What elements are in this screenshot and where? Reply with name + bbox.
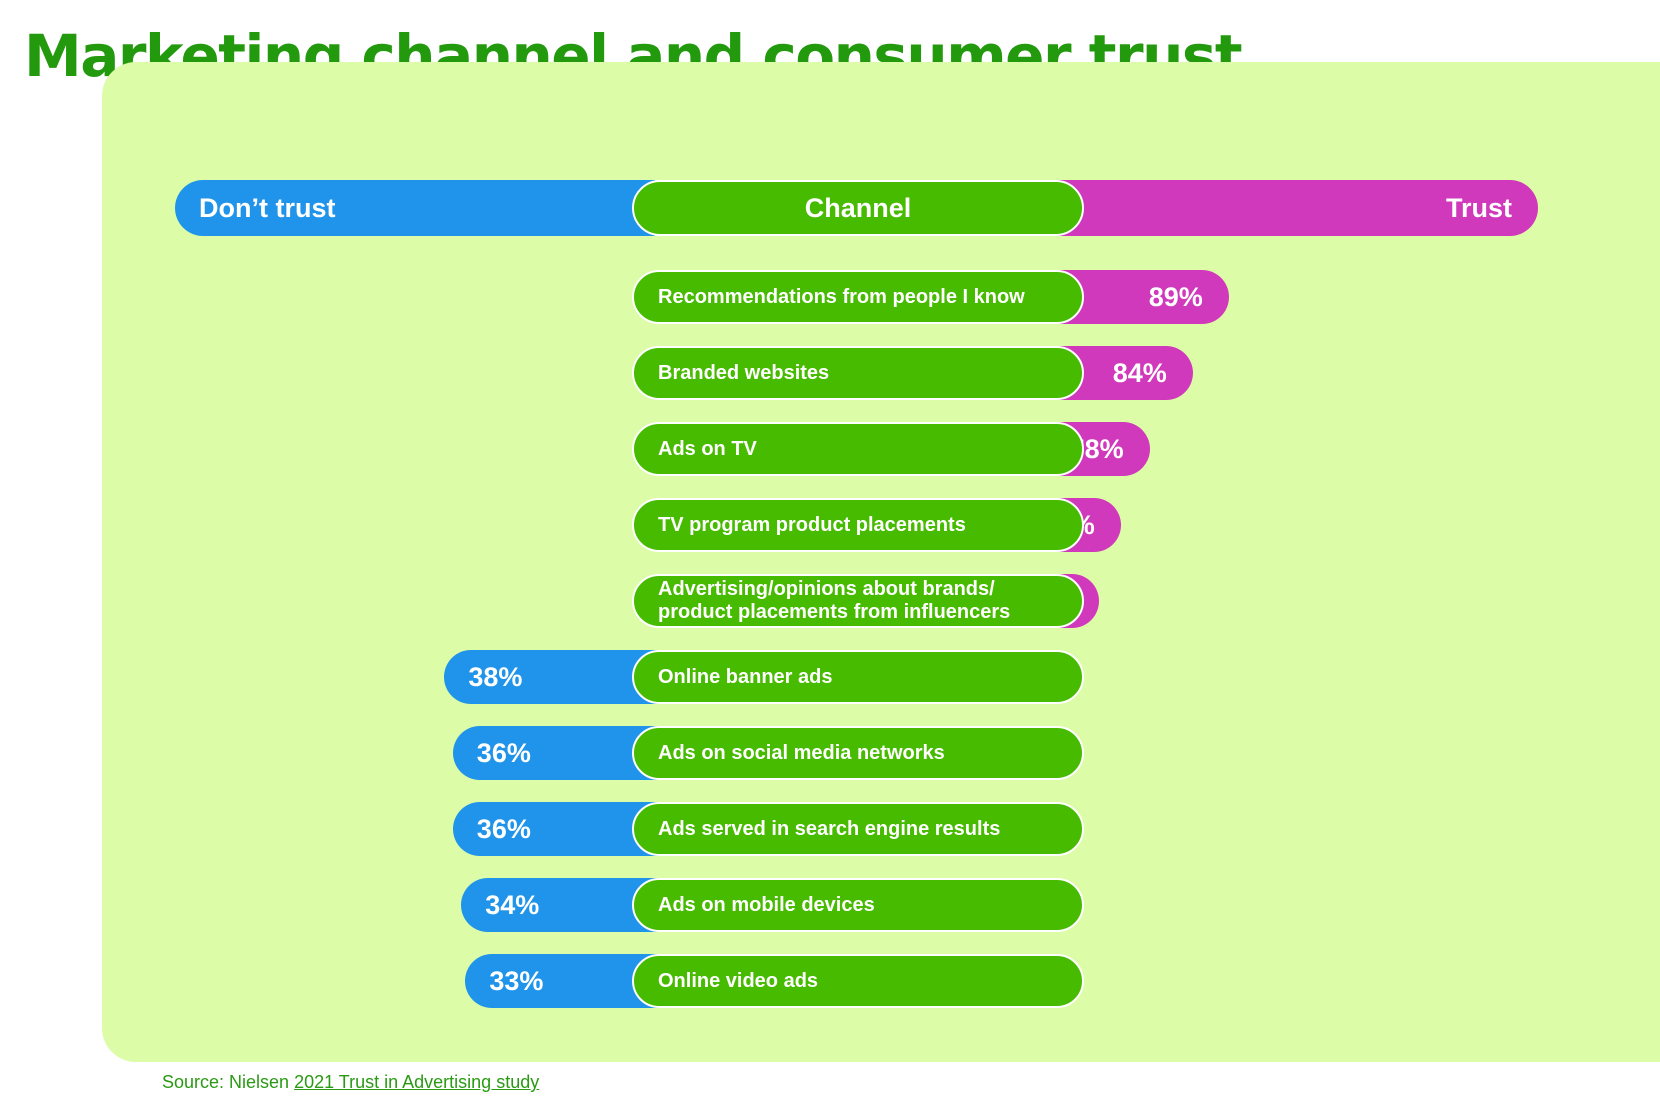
channel-pill-ads-on-tv: Ads on TV — [632, 422, 1084, 476]
source-note: Source: Nielsen 2021 Trust in Advertisin… — [162, 1072, 539, 1093]
dont-trust-bar-ads-on-social-media-networks: 36% — [452, 726, 666, 780]
channel-label-ads-served-in-search-engine-results: Ads served in search engine results — [658, 817, 1001, 840]
channel-pill-recommendations-from-people-i-know: Recommendations from people I know — [632, 270, 1084, 324]
value-label-branded-websites: 84% — [1112, 357, 1167, 388]
channel-label-ads-on-tv: Ads on TV — [658, 437, 757, 460]
channel-label-ads-on-social-media-networks: Ads on social media networks — [658, 741, 945, 764]
channel-pill-ads-on-mobile-devices: Ads on mobile devices — [632, 878, 1084, 932]
channel-label-ads-on-mobile-devices: Ads on mobile devices — [658, 893, 875, 916]
dont-trust-bar-online-banner-ads: 38% — [444, 650, 666, 704]
channel-label-advertising-opinions-about-brands-product-placements-from-influencers: Advertising/opinions about brands/produc… — [658, 578, 1011, 623]
channel-pill-ads-on-social-media-networks: Ads on social media networks — [632, 726, 1084, 780]
channel-pill-tv-program-product-placements: TV program product placements — [632, 498, 1084, 552]
channel-label-branded-websites: Branded websites — [658, 361, 830, 384]
dont-trust-bar-ads-on-mobile-devices: 34% — [461, 878, 666, 932]
trust-bar-recommendations-from-people-i-know: 89% — [1050, 270, 1229, 324]
header-trust-bar: Trust — [1050, 180, 1538, 236]
channel-pill-online-banner-ads: Online banner ads — [632, 650, 1084, 704]
header-channel-pill: Channel — [632, 180, 1084, 236]
header-channel-label: Channel — [804, 192, 912, 223]
header-dont-trust-bar: Don’t trust — [175, 180, 655, 236]
channel-pill-branded-websites: Branded websites — [632, 346, 1084, 400]
channel-pill-ads-served-in-search-engine-results: Ads served in search engine results — [632, 802, 1084, 856]
dont-trust-bar-ads-served-in-search-engine-results: 36% — [452, 802, 666, 856]
header-trust-label: Trust — [1445, 192, 1512, 223]
channel-label-recommendations-from-people-i-know: Recommendations from people I know — [658, 285, 1025, 308]
value-label-online-video-ads: 33% — [489, 965, 544, 996]
channel-label-online-video-ads: Online video ads — [658, 969, 819, 992]
header-dont-trust-label: Don’t trust — [199, 192, 336, 223]
channel-pill-online-video-ads: Online video ads — [632, 954, 1084, 1008]
value-label-ads-on-social-media-networks: 36% — [476, 737, 531, 768]
source-link[interactable]: 2021 Trust in Advertising study — [294, 1072, 540, 1092]
value-label-recommendations-from-people-i-know: 89% — [1148, 281, 1203, 312]
channel-label-online-banner-ads: Online banner ads — [658, 665, 833, 688]
value-label-online-banner-ads: 38% — [468, 661, 523, 692]
value-label-ads-on-mobile-devices: 34% — [485, 889, 540, 920]
source-prefix: Source: Nielsen — [162, 1072, 295, 1092]
channel-label-tv-program-product-placements: TV program product placements — [658, 513, 966, 536]
channel-pill-advertising-opinions-about-brands-product-placements-from-influencers: Advertising/opinions about brands/produc… — [632, 574, 1084, 628]
value-label-ads-served-in-search-engine-results: 36% — [476, 813, 531, 844]
